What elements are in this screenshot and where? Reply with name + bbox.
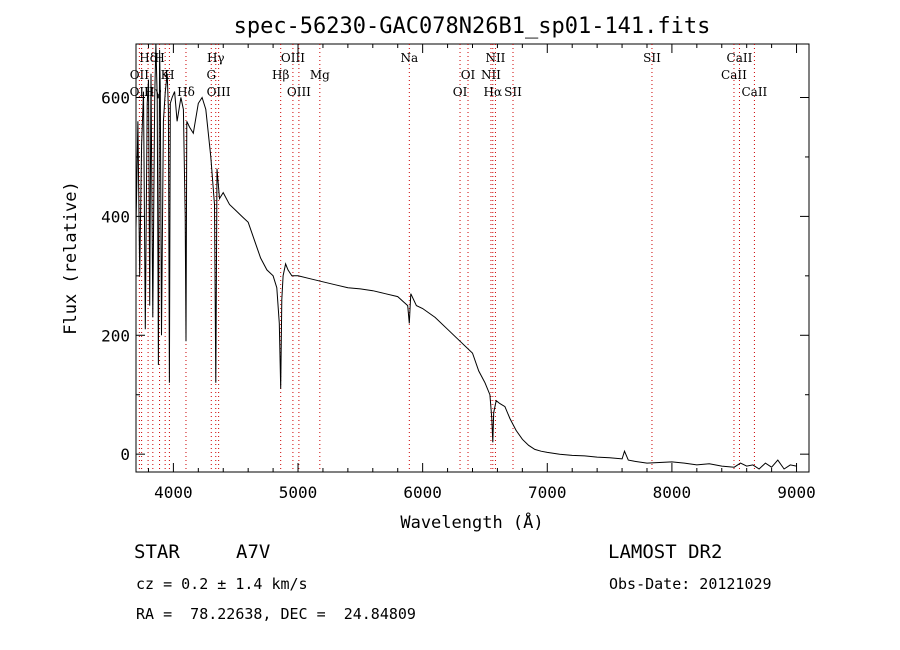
x-tick-label: 5000 (279, 483, 318, 502)
spectral-line-label: Hγ (207, 51, 225, 65)
spectral-line-label: OIII (281, 51, 305, 65)
x-tick-label: 8000 (653, 483, 692, 502)
survey-name: LAMOST DR2 (608, 541, 723, 563)
spectral-line-label: Na (400, 51, 418, 65)
spectral-line-label: OI (461, 68, 476, 82)
y-tick-label: 400 (101, 207, 130, 226)
x-axis-label: Wavelength (Å) (400, 511, 543, 533)
spectral-line-label: Hα (484, 85, 503, 99)
redshift-line: cz = 0.2 ± 1.4 km/s (136, 575, 308, 593)
spectral-line-label: CaII (741, 85, 767, 99)
spectral-line-label: NII (485, 51, 505, 65)
spectral-line-label: Hδ (139, 51, 157, 65)
x-tick-label: 9000 (777, 483, 816, 502)
y-tick-label: 600 (101, 89, 130, 108)
x-tick-label: 6000 (403, 483, 442, 502)
x-tick-label: 7000 (528, 483, 567, 502)
observation-date: Obs-Date: 20121029 (609, 575, 772, 593)
spectral-line-label: CaII (721, 68, 747, 82)
spectral-line-label: SII (504, 85, 522, 99)
spectral-line-label: K (161, 68, 171, 82)
spectral-line-label: OII (130, 68, 150, 82)
plot-frame (135, 43, 810, 473)
y-tick-label: 200 (101, 326, 130, 345)
spectral-line-label: G (206, 68, 216, 82)
spectral-line-label: OIII (287, 85, 311, 99)
y-tick-label: 0 (120, 445, 130, 464)
coordinates-line: RA = 78.22638, DEC = 24.84809 (136, 605, 416, 623)
spectral-line-label: OI (453, 85, 468, 99)
chart-title: spec-56230-GAC078N26B1_sp01-141.fits (234, 14, 711, 39)
spectrum-line (135, 43, 797, 470)
spectral-line-label: NII (481, 68, 501, 82)
spectral-line-label: OIII (207, 85, 231, 99)
spectral-line-label: Hδ (177, 85, 195, 99)
spectral-line-label: SII (643, 51, 661, 65)
spectral-line-markers: HδOIIOIIIHγHKHHδHγGOIIIOIIIHβOIIIMgNaOIO… (130, 44, 768, 472)
axis-ticks: 4000 5000 6000 7000 8000 9000 0 200 400 600 (101, 44, 816, 502)
y-axis-label: Flux (relative) (61, 181, 81, 335)
object-subclass: A7V (236, 541, 271, 563)
spectral-line-label: Mg (310, 68, 330, 82)
spectral-line-label: H (164, 68, 174, 82)
spectral-line-label: CaII (727, 51, 753, 65)
x-tick-label: 4000 (154, 483, 193, 502)
object-class: STAR (134, 541, 180, 563)
spectral-line-label: Hβ (272, 68, 289, 82)
